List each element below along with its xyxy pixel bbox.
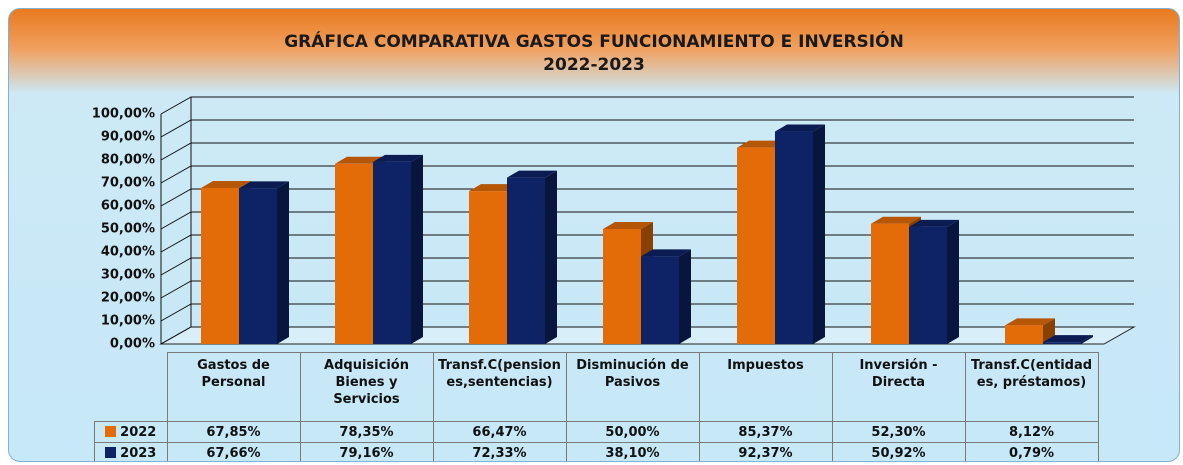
bar bbox=[775, 124, 825, 344]
bar-top bbox=[507, 170, 557, 178]
value-label: 67,66% bbox=[166, 442, 301, 461]
bar-top bbox=[1043, 335, 1093, 343]
x-tick-label: Inversión - Directa bbox=[831, 352, 966, 422]
bar-front bbox=[1005, 325, 1043, 344]
x-tick-label: Impuestos bbox=[698, 352, 833, 422]
value-label: 72,33% bbox=[432, 442, 567, 461]
chart-title: GRÁFICA COMPARATIVA GASTOS FUNCIONAMIENT… bbox=[284, 32, 904, 75]
bar-top bbox=[201, 180, 251, 188]
bar bbox=[909, 219, 959, 344]
data-table: Gastos de Personal Adquisición Bienes y S… bbox=[94, 352, 1099, 461]
value-label: 78,35% bbox=[299, 421, 434, 443]
value-label: 0,79% bbox=[964, 442, 1099, 461]
y-tick-label: 100,00% bbox=[92, 107, 155, 122]
x-tick-label: Transf.C(pensiones,sentencias) bbox=[432, 352, 567, 422]
x-tick-label: Gastos de Personal bbox=[166, 352, 301, 422]
bar-top bbox=[1005, 318, 1055, 326]
bar bbox=[239, 181, 289, 344]
y-tick-label: 0,00% bbox=[110, 337, 155, 352]
bar-front bbox=[1043, 342, 1081, 344]
legend-swatch bbox=[105, 446, 117, 458]
y-tick-label: 20,00% bbox=[101, 291, 155, 306]
y-tick-label: 10,00% bbox=[101, 314, 155, 329]
grid-line bbox=[160, 188, 1134, 207]
bar bbox=[641, 249, 691, 344]
value-label: 92,37% bbox=[698, 442, 833, 461]
bar bbox=[1043, 335, 1093, 344]
grid-line bbox=[160, 165, 1134, 184]
value-label: 79,16% bbox=[299, 442, 434, 461]
corner-cell bbox=[94, 352, 168, 422]
series-row: 2023 67,66% 79,16% 72,33% 38,10% 92,37% 50,92%… bbox=[94, 442, 1099, 461]
legend-label: 2023 bbox=[120, 445, 157, 461]
bar bbox=[507, 170, 557, 344]
legend-label: 2022 bbox=[120, 424, 157, 440]
y-tick-label: 80,00% bbox=[101, 153, 155, 168]
bar bbox=[1005, 318, 1055, 344]
bar-top bbox=[775, 124, 825, 132]
plot: 0,00% 10,00% 20,00% 30,00% 40,00% 50,00% 60,00… bbox=[92, 96, 1136, 352]
legend-entry: 2022 bbox=[94, 421, 168, 443]
bar-side bbox=[947, 219, 959, 344]
value-label: 52,30% bbox=[831, 421, 966, 443]
bar-side bbox=[1081, 335, 1093, 344]
bar-front bbox=[775, 131, 813, 344]
grid-line bbox=[160, 119, 1134, 138]
value-label: 38,10% bbox=[565, 442, 700, 461]
bar-top bbox=[373, 154, 423, 162]
value-label: 50,00% bbox=[565, 421, 700, 443]
bar-front bbox=[507, 177, 545, 344]
bar-front bbox=[641, 256, 679, 344]
y-tick-label: 60,00% bbox=[101, 199, 155, 214]
y-tick-label: 90,00% bbox=[101, 130, 155, 145]
bar-top bbox=[335, 156, 385, 164]
bar-top bbox=[603, 222, 653, 229]
legend-entry: 2023 bbox=[94, 442, 168, 461]
bar-side bbox=[813, 124, 825, 344]
bar-front bbox=[603, 229, 641, 344]
grid-line bbox=[160, 96, 1134, 115]
bar-top bbox=[469, 184, 519, 192]
x-tick-label: Transf.C(entidades, préstamos) bbox=[964, 352, 1099, 422]
category-row: Gastos de Personal Adquisición Bienes y S… bbox=[94, 352, 1099, 422]
value-label: 8,12% bbox=[964, 421, 1099, 443]
bar-top bbox=[239, 181, 289, 189]
value-label: 85,37% bbox=[698, 421, 833, 443]
bar-side bbox=[411, 154, 423, 344]
bar-side bbox=[545, 170, 557, 344]
y-tick-label: 40,00% bbox=[101, 245, 155, 260]
y-tick-label: 30,00% bbox=[101, 268, 155, 283]
value-label: 67,85% bbox=[166, 421, 301, 443]
grid-line bbox=[160, 142, 1134, 161]
value-label: 50,92% bbox=[831, 442, 966, 461]
y-tick-label: 50,00% bbox=[101, 222, 155, 237]
value-label: 66,47% bbox=[432, 421, 567, 443]
bar-front bbox=[373, 161, 411, 344]
bar-top bbox=[871, 216, 921, 224]
bar-front bbox=[335, 163, 373, 344]
x-tick-label: Disminución de Pasivos bbox=[565, 352, 700, 422]
bar-top bbox=[909, 219, 959, 227]
bar-side bbox=[679, 249, 691, 344]
bar bbox=[373, 154, 423, 344]
bar-side bbox=[277, 181, 289, 344]
x-tick-label: Adquisición Bienes y Servicios bbox=[299, 352, 434, 422]
legend-swatch bbox=[105, 425, 117, 437]
bar-front bbox=[201, 187, 239, 344]
bar-front bbox=[737, 147, 775, 344]
bar-front bbox=[469, 191, 507, 344]
chart-frame: GRÁFICA COMPARATIVA GASTOS FUNCIONAMIENT… bbox=[8, 8, 1180, 462]
y-tick-label: 70,00% bbox=[101, 176, 155, 191]
bar-top bbox=[641, 249, 691, 257]
bar-front bbox=[909, 226, 947, 344]
series-row: 2022 67,85% 78,35% 66,47% 50,00% 85,37% 52,30%… bbox=[94, 421, 1099, 443]
bar-front bbox=[239, 188, 277, 344]
bar-front bbox=[871, 223, 909, 344]
bar-top bbox=[737, 140, 787, 148]
